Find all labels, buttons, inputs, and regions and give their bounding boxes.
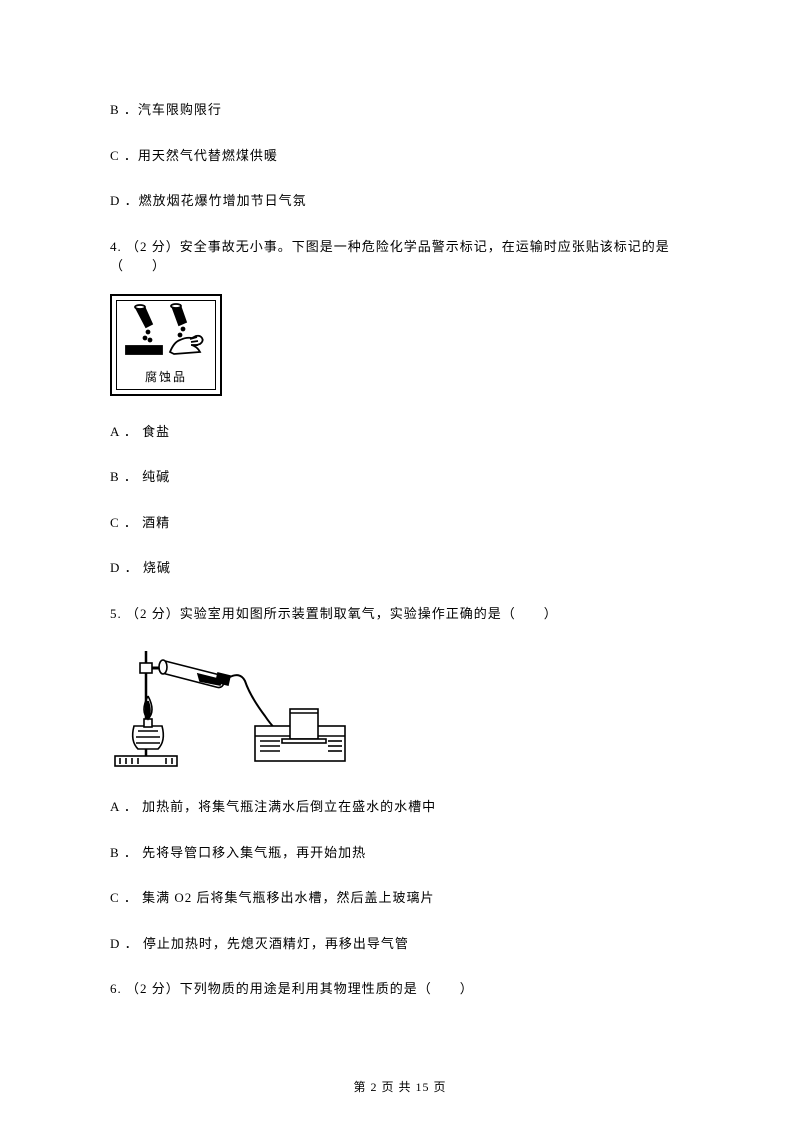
- q5-option-b: B ． 先将导管口移入集气瓶，再开始加热: [110, 843, 690, 863]
- q4-option-c: C ． 酒精: [110, 513, 690, 533]
- q5-option-a: A ． 加热前，将集气瓶注满水后倒立在盛水的水槽中: [110, 797, 690, 817]
- q4-option-b: B ． 纯碱: [110, 467, 690, 487]
- question-6-text: 6. （2 分）下列物质的用途是利用其物理性质的是（ ）: [110, 979, 690, 999]
- lab-apparatus-figure: [110, 641, 690, 771]
- q4-option-a: A ． 食盐: [110, 422, 690, 442]
- prev-option-d: D ．燃放烟花爆竹增加节日气氛: [110, 191, 690, 211]
- q5-option-c: C ． 集满 O2 后将集气瓶移出水槽，然后盖上玻璃片: [110, 888, 690, 908]
- prev-option-b: B ．汽车限购限行: [110, 100, 690, 120]
- prev-option-c: C ．用天然气代替燃煤供暖: [110, 146, 690, 166]
- hazard-label-text: 腐蚀品: [117, 365, 215, 389]
- corrosive-icon: [117, 301, 215, 365]
- question-5-text: 5. （2 分）实验室用如图所示装置制取氧气，实验操作正确的是（ ）: [110, 604, 690, 624]
- page-footer: 第 2 页 共 15 页: [0, 1078, 800, 1096]
- hazard-warning-figure: 腐蚀品: [110, 294, 222, 396]
- q4-option-d: D ． 烧碱: [110, 558, 690, 578]
- q5-option-d: D ． 停止加热时，先熄灭酒精灯，再移出导气管: [110, 934, 690, 954]
- question-4-text: 4. （2 分）安全事故无小事。下图是一种危险化学品警示标记，在运输时应张贴该标…: [110, 237, 690, 276]
